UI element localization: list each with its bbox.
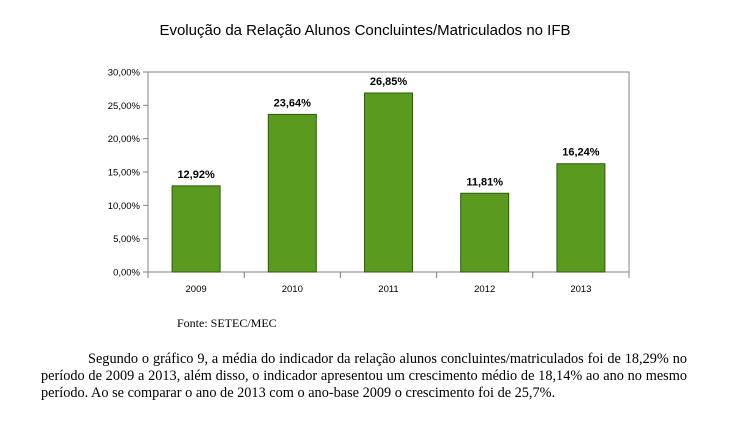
data-label: 23,64% xyxy=(274,97,312,109)
y-tick-label: 10,00% xyxy=(108,201,141,212)
bar xyxy=(267,113,317,273)
x-tick-label: 2013 xyxy=(570,284,591,295)
x-tick-label: 2011 xyxy=(378,284,398,295)
chart-source: Fonte: SETEC/MEC xyxy=(177,316,277,330)
x-tick-label: 2009 xyxy=(186,284,207,295)
x-tick-label: 2012 xyxy=(474,284,495,295)
bar xyxy=(556,163,606,273)
body-paragraph: Segundo o gráfico 9, a média do indicado… xyxy=(41,351,687,401)
y-tick-label: 30,00% xyxy=(108,68,141,79)
bar xyxy=(364,92,413,273)
y-tick-label: 25,00% xyxy=(108,101,141,112)
y-tick-label: 0,00% xyxy=(113,268,140,279)
y-tick-label: 15,00% xyxy=(108,168,141,179)
data-label: 26,85% xyxy=(370,76,408,88)
y-tick-label: 20,00% xyxy=(108,134,141,145)
bars: 12,92% 23,64% 26,85% 11,81% 16,24% xyxy=(171,76,606,273)
x-axis: 2009 2010 2011 2012 2013 xyxy=(147,272,630,295)
bar xyxy=(460,192,510,273)
data-label: 12,92% xyxy=(177,169,215,181)
x-tick-label: 2010 xyxy=(282,284,303,295)
chart-title: Evolução da Relação Alunos Concluintes/M… xyxy=(159,22,571,39)
bar-chart: 0,00% 5,00% 10,00% 15,00% 20,00% 25,00% 30,00%… xyxy=(108,68,630,295)
y-tick-label: 5,00% xyxy=(113,234,140,245)
data-label: 16,24% xyxy=(562,147,600,159)
bar xyxy=(171,185,221,273)
data-label: 11,81% xyxy=(466,176,503,188)
y-axis: 0,00% 5,00% 10,00% 15,00% 20,00% 25,00% 30,00% xyxy=(108,68,148,279)
